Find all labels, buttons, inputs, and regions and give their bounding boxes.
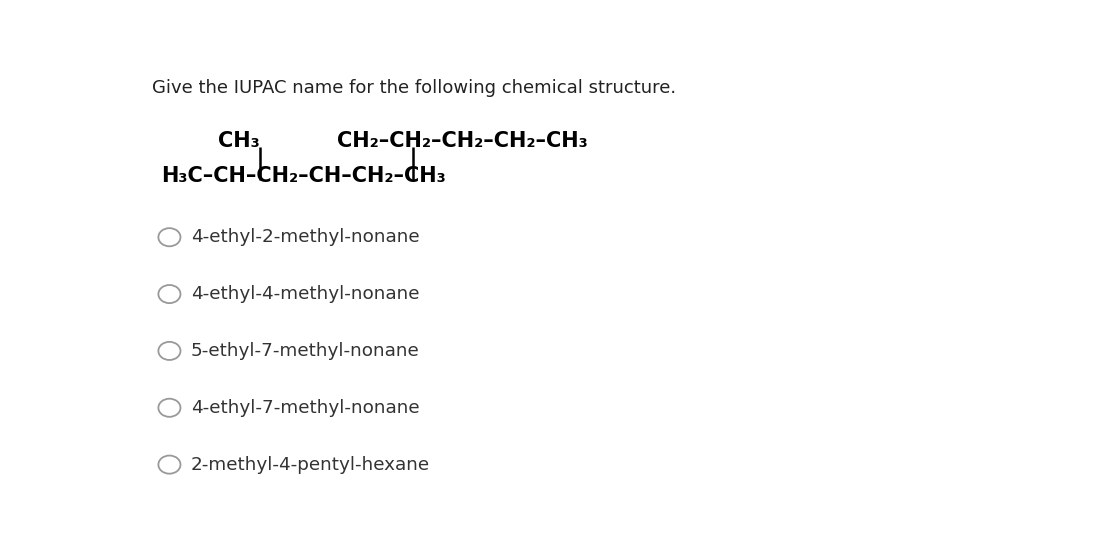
Text: CH₃: CH₃ [218,131,260,150]
Ellipse shape [158,456,181,473]
Ellipse shape [158,399,181,417]
Text: Give the IUPAC name for the following chemical structure.: Give the IUPAC name for the following ch… [152,79,677,97]
Text: 4-ethyl-2-methyl-nonane: 4-ethyl-2-methyl-nonane [191,228,419,246]
Text: 4-ethyl-4-methyl-nonane: 4-ethyl-4-methyl-nonane [191,285,419,303]
Ellipse shape [158,285,181,303]
Ellipse shape [158,228,181,246]
Ellipse shape [158,342,181,360]
Text: 5-ethyl-7-methyl-nonane: 5-ethyl-7-methyl-nonane [191,342,419,360]
Text: 4-ethyl-7-methyl-nonane: 4-ethyl-7-methyl-nonane [191,399,419,417]
Text: H₃C–CH–CH₂–CH–CH₂–CH₃: H₃C–CH–CH₂–CH–CH₂–CH₃ [161,166,445,186]
Text: CH₂–CH₂–CH₂–CH₂–CH₃: CH₂–CH₂–CH₂–CH₂–CH₃ [337,131,588,150]
Text: 2-methyl-4-pentyl-hexane: 2-methyl-4-pentyl-hexane [191,456,430,473]
